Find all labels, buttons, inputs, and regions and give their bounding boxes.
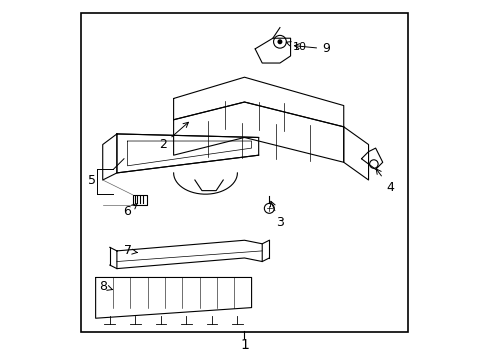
Text: 3: 3 — [270, 201, 284, 229]
Text: 6: 6 — [123, 204, 137, 219]
Text: 8: 8 — [99, 280, 112, 293]
Text: 9: 9 — [294, 42, 329, 55]
Text: 4: 4 — [375, 169, 393, 194]
Text: 5: 5 — [88, 174, 96, 186]
Text: 1: 1 — [240, 338, 248, 352]
Circle shape — [278, 40, 281, 44]
Text: 10: 10 — [285, 42, 306, 52]
Text: 2: 2 — [159, 122, 188, 151]
Text: 7: 7 — [123, 244, 137, 257]
